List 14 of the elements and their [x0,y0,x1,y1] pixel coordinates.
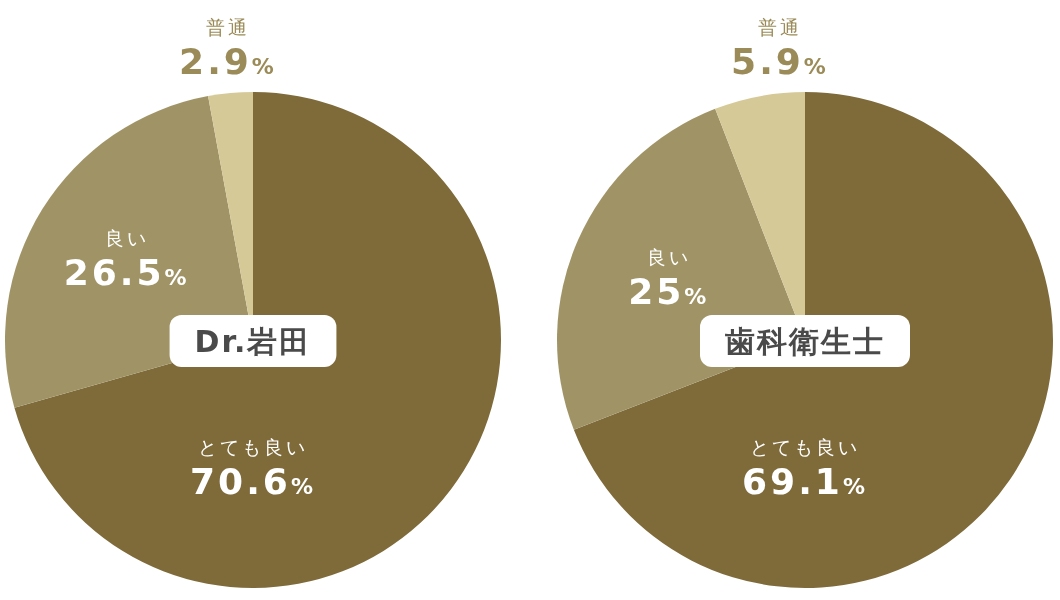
data-label: 5.9% [731,41,829,82]
text: Dr.岩田 [194,324,312,359]
data-label: 70.6% [190,461,316,502]
data-label: 25% [628,271,710,313]
slice-label: 良い [646,246,691,269]
data-label: 26.5% [63,252,190,294]
slice-label: とても良い [750,436,860,458]
text: 歯科衛生士 [725,324,885,359]
data-label: 2.9% [179,41,277,82]
slice-label: とても良い [198,436,308,458]
slice-label: 良い [104,227,149,250]
slice-label: 普通 [206,16,250,38]
slice-label: 普通 [758,16,802,38]
data-label: 69.1% [742,461,868,502]
